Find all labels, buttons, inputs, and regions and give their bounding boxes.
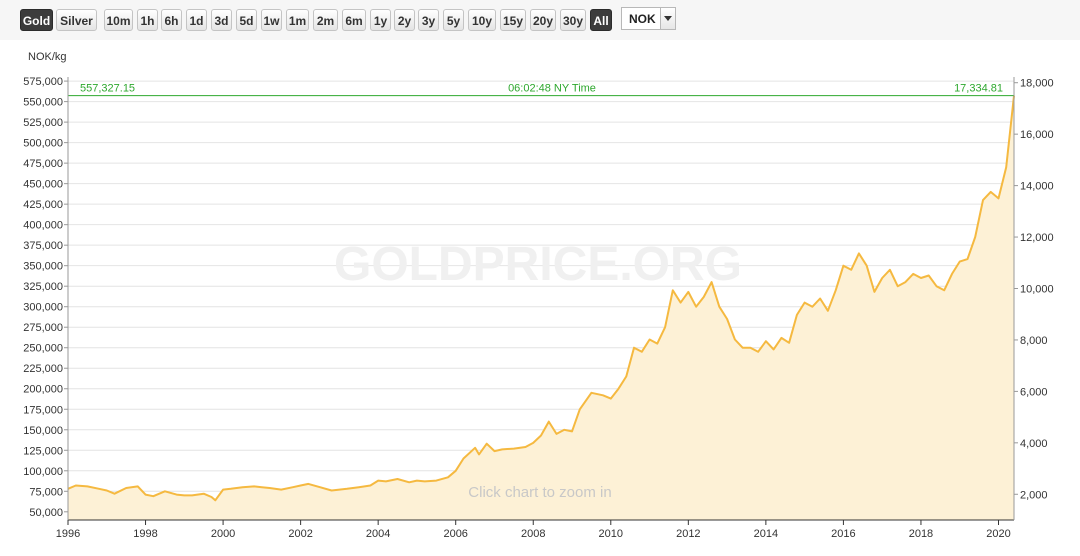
x-tick-label: 2010 [599, 528, 623, 540]
x-tick-label: 2002 [288, 528, 312, 540]
currency-select[interactable]: NOK [621, 7, 676, 30]
y-tick-label: 375,000 [23, 240, 63, 252]
x-tick-label: 2000 [211, 528, 235, 540]
toolbar-button-15y[interactable]: 15y [500, 9, 526, 31]
toolbar-button-silver[interactable]: Silver [56, 9, 97, 31]
toolbar-button-2y[interactable]: 2y [394, 9, 415, 31]
y-tick-label: 575,000 [23, 76, 63, 88]
y-tick-label: 350,000 [23, 261, 63, 273]
y-tick-label: 175,000 [23, 404, 63, 416]
y-tick-label: 75,000 [29, 486, 63, 498]
y-tick-label: 300,000 [23, 302, 63, 314]
y-tick-label: 275,000 [23, 322, 63, 334]
toolbar-button-3d[interactable]: 3d [211, 9, 232, 31]
y-tick-label: 225,000 [23, 363, 63, 375]
toolbar-button-20y[interactable]: 20y [530, 9, 556, 31]
y2-tick-label: 12,000 [1020, 232, 1054, 244]
y2-tick-label: 14,000 [1020, 181, 1054, 193]
watermark: GOLDPRICE.ORG [334, 238, 742, 291]
y-tick-label: 525,000 [23, 117, 63, 129]
toolbar-button-3y[interactable]: 3y [418, 9, 439, 31]
toolbar-button-1m[interactable]: 1m [286, 9, 309, 31]
x-tick-label: 2014 [754, 528, 778, 540]
y2-tick-label: 6,000 [1020, 386, 1048, 398]
toolbar: Gold Silver 10m 1h 6h 1d 3d 5d 1w 1m 2m 6m 1y 2y 3y 5y 1… [0, 0, 1080, 40]
toolbar-button-1d[interactable]: 1d [186, 9, 207, 31]
toolbar-button-30y[interactable]: 30y [560, 9, 586, 31]
toolbar-button-10m[interactable]: 10m [104, 9, 133, 31]
chevron-down-icon [660, 8, 675, 29]
price-series-line [67, 95, 1015, 502]
toolbar-button-10y[interactable]: 10y [468, 9, 496, 31]
x-tick-label: 1998 [133, 528, 157, 540]
toolbar-button-2m[interactable]: 2m [313, 9, 338, 31]
y-tick-label: 550,000 [23, 97, 63, 109]
currency-value: NOK [629, 12, 656, 26]
y-tick-label: 500,000 [23, 138, 63, 150]
toolbar-button-gold[interactable]: Gold [20, 9, 53, 31]
current-price-left-label: 557,327.15 [80, 83, 135, 95]
x-tick-label: 2006 [443, 528, 467, 540]
x-tick-label: 2020 [986, 528, 1010, 540]
toolbar-button-1w[interactable]: 1w [261, 9, 282, 31]
price-area-fill [68, 95, 1014, 520]
x-axis: 1996 1998 2000 2002 2004 2006 2008 2010 2012 2014… [56, 520, 1011, 540]
y-tick-label: 325,000 [23, 281, 63, 293]
y-tick-label: 400,000 [23, 220, 63, 232]
y2-tick-label: 8,000 [1020, 335, 1048, 347]
toolbar-button-6m[interactable]: 6m [342, 9, 366, 31]
y-tick-label: 100,000 [23, 466, 63, 478]
x-tick-label: 2018 [909, 528, 933, 540]
toolbar-button-1h[interactable]: 1h [137, 9, 158, 31]
toolbar-button-5y[interactable]: 5y [443, 9, 464, 31]
zoom-hint: Click chart to zoom in [468, 484, 611, 501]
gold-price-chart[interactable]: GOLDPRICE.ORG Click chart to zoom in 557… [0, 40, 1080, 556]
toolbar-button-1y[interactable]: 1y [370, 9, 391, 31]
x-tick-label: 1996 [56, 528, 80, 540]
y2-tick-label: 18,000 [1020, 78, 1054, 90]
y2-axis: 2,000 4,000 6,000 8,000 10,000 12,000 14,000 16… [1014, 78, 1054, 501]
y-axis: 50,000 75,000 100,000 125,000 150,000 175,000… [23, 76, 68, 519]
y-tick-label: 450,000 [23, 179, 63, 191]
y-tick-label: 150,000 [23, 425, 63, 437]
y2-tick-label: 4,000 [1020, 438, 1048, 450]
y-tick-label: 50,000 [29, 507, 63, 519]
y-axis-label: NOK/kg [28, 51, 67, 63]
y2-tick-label: 2,000 [1020, 489, 1048, 501]
toolbar-button-6h[interactable]: 6h [161, 9, 182, 31]
x-tick-label: 2016 [831, 528, 855, 540]
y2-tick-label: 10,000 [1020, 283, 1054, 295]
x-tick-label: 2012 [676, 528, 700, 540]
current-price-right-label: 17,334.81 [954, 83, 1003, 95]
x-tick-label: 2004 [366, 528, 390, 540]
y-tick-label: 475,000 [23, 158, 63, 170]
y-tick-label: 250,000 [23, 343, 63, 355]
x-tick-label: 2008 [521, 528, 545, 540]
y-tick-label: 425,000 [23, 199, 63, 211]
y-tick-label: 200,000 [23, 384, 63, 396]
toolbar-button-all[interactable]: All [590, 9, 612, 31]
toolbar-button-5d[interactable]: 5d [236, 9, 257, 31]
y2-tick-label: 16,000 [1020, 129, 1054, 141]
y-tick-label: 125,000 [23, 445, 63, 457]
current-timestamp-label: 06:02:48 NY Time [508, 83, 596, 95]
